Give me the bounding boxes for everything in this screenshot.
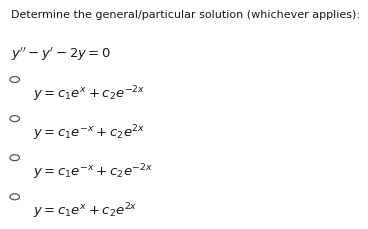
Text: $y = c_1e^{-x} + c_2e^{2x}$: $y = c_1e^{-x} + c_2e^{2x}$ bbox=[33, 123, 145, 142]
Text: Determine the general/particular solution (whichever applies):: Determine the general/particular solutio… bbox=[11, 10, 360, 20]
Text: $y = c_1e^{x} + c_2e^{-2x}$: $y = c_1e^{x} + c_2e^{-2x}$ bbox=[33, 84, 145, 103]
Text: $y = c_1e^{-x} + c_2e^{-2x}$: $y = c_1e^{-x} + c_2e^{-2x}$ bbox=[33, 161, 153, 181]
Text: $y = c_1e^{x} + c_2e^{2x}$: $y = c_1e^{x} + c_2e^{2x}$ bbox=[33, 200, 138, 220]
Text: $y'' - y' - 2y = 0$: $y'' - y' - 2y = 0$ bbox=[11, 46, 111, 63]
